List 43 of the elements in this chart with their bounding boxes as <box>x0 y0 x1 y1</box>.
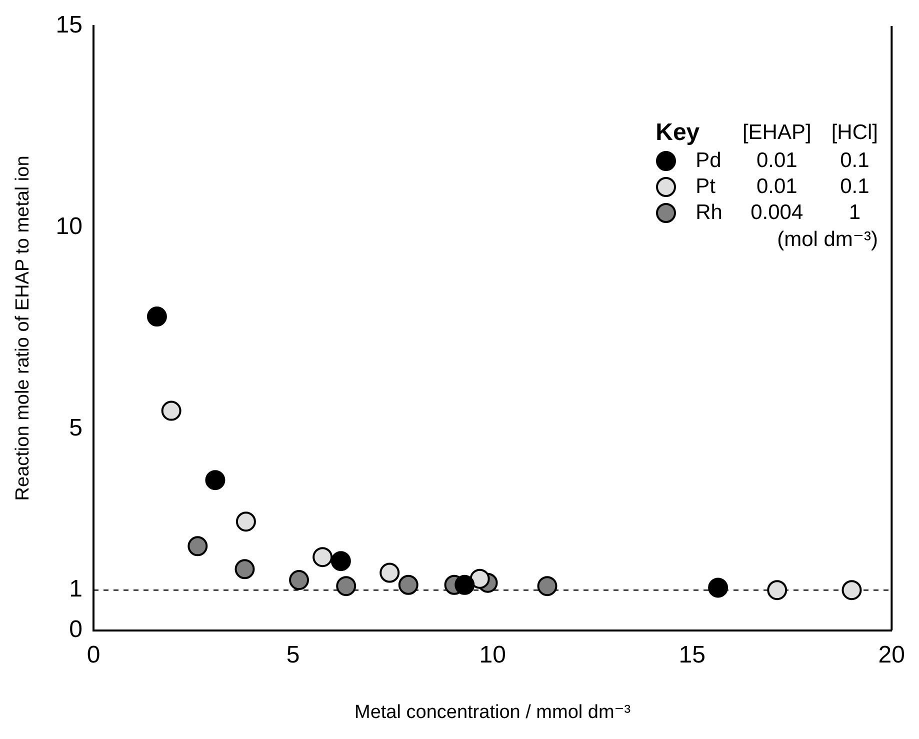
point <box>708 578 728 598</box>
y-tick-label: 0 <box>69 616 82 644</box>
x-tick-label: 15 <box>678 641 706 668</box>
point <box>205 470 226 490</box>
point <box>454 574 475 595</box>
annotation: 0.1 <box>839 174 870 200</box>
annotation: 0.01 <box>755 174 798 200</box>
point <box>470 568 490 589</box>
point <box>842 580 862 600</box>
point <box>188 536 208 556</box>
point <box>767 580 788 600</box>
legend-label: Rh <box>694 200 724 226</box>
annotation: (mol dm⁻³) <box>776 227 879 253</box>
y-tick-label: 1 <box>69 576 82 603</box>
annotation: [EHAP] <box>741 120 812 146</box>
point <box>234 559 255 580</box>
point <box>289 570 310 590</box>
annotation: 1 <box>848 200 862 226</box>
point <box>380 562 400 583</box>
y-tick-label: 15 <box>56 12 82 39</box>
point <box>312 547 333 568</box>
x-tick-label: 20 <box>878 641 906 668</box>
y-tick-label: 10 <box>56 213 82 240</box>
point <box>236 512 256 532</box>
legend-label: Pt <box>694 174 716 200</box>
point <box>146 306 167 327</box>
point <box>398 574 418 595</box>
point <box>161 400 182 421</box>
point <box>336 576 356 596</box>
legend-title: Key <box>654 118 701 148</box>
y-axis-title: Reaction mole ratio of EHAP to metal ion <box>12 156 34 501</box>
annotation: 0.01 <box>755 148 798 174</box>
point <box>330 551 351 572</box>
annotation: [HCl] <box>830 120 879 146</box>
legend-label: Pd <box>694 148 722 174</box>
x-tick-label: 0 <box>86 641 100 668</box>
x-tick-label: 10 <box>479 641 506 668</box>
x-axis-title: Metal concentration / mmol dm⁻³ <box>354 702 631 723</box>
annotation: 0.004 <box>750 200 804 226</box>
annotation: 0.1 <box>839 148 870 174</box>
y-tick-label: 5 <box>69 414 82 442</box>
x-tick-label: 5 <box>286 641 300 668</box>
point <box>537 576 558 596</box>
